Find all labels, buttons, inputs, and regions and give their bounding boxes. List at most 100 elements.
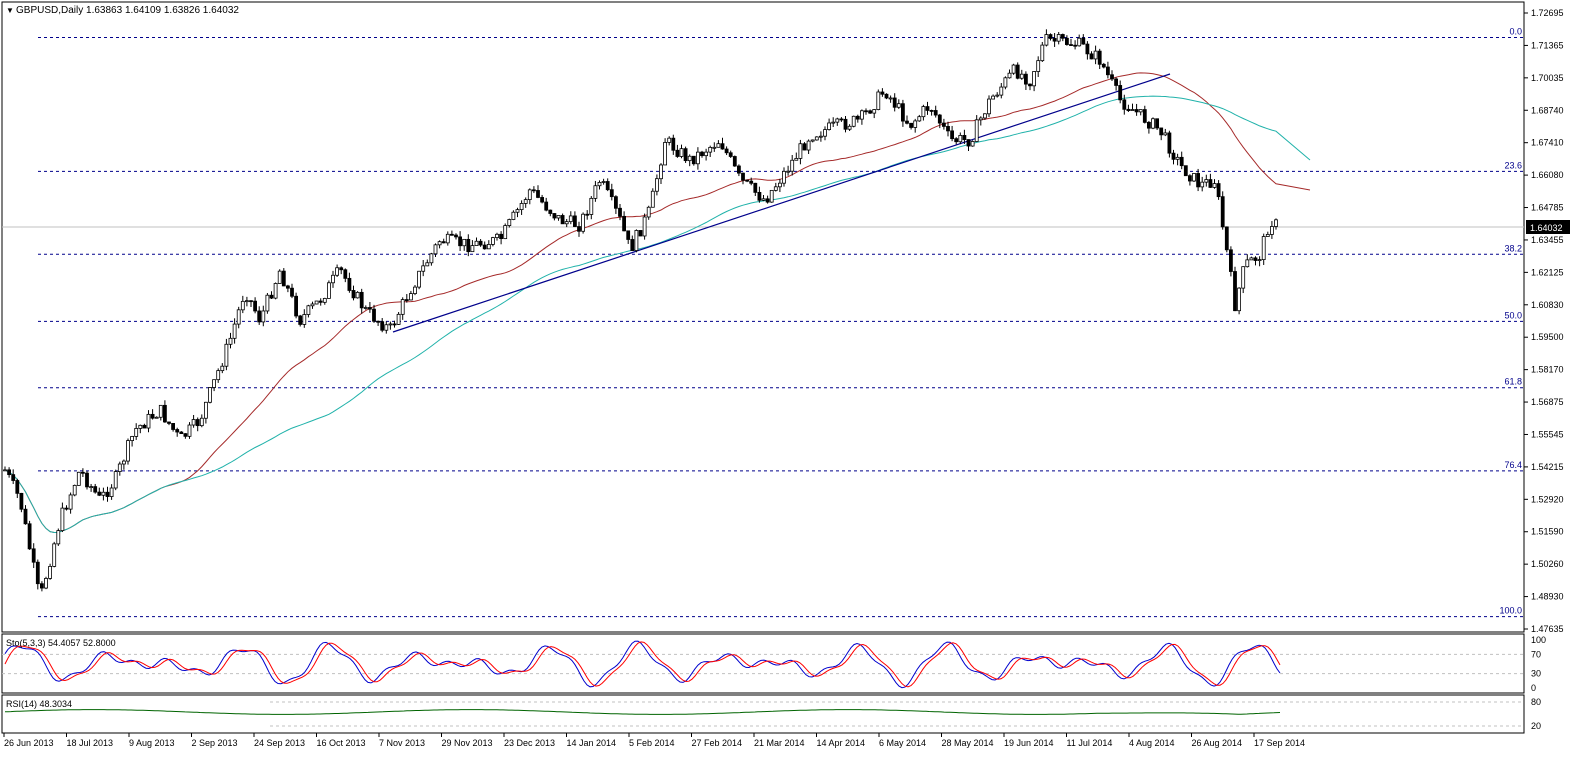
candle-body — [855, 115, 860, 120]
candle-body — [962, 135, 967, 140]
candle-body — [1196, 173, 1200, 188]
trendline[interactable] — [392, 73, 1171, 333]
candle-body — [901, 103, 905, 122]
candle-body — [60, 507, 65, 532]
candle-body — [445, 233, 450, 244]
candle-body — [564, 221, 569, 225]
candle-body — [249, 300, 253, 303]
candle-body — [1179, 156, 1184, 167]
candle-body — [1011, 64, 1016, 74]
candle-body — [761, 198, 766, 201]
candle-body — [208, 387, 212, 403]
candle-body — [872, 109, 877, 114]
candle-body — [667, 137, 672, 143]
price-tick-label: 1.48930 — [1531, 592, 1564, 602]
candle-body — [974, 119, 979, 142]
candle-body — [1040, 44, 1045, 62]
candle-body — [40, 583, 44, 589]
candle-body — [745, 179, 749, 182]
candle-body — [1060, 34, 1065, 39]
candle-body — [540, 197, 544, 203]
price-tick-label: 1.64785 — [1531, 203, 1564, 213]
candle-body — [384, 324, 389, 331]
candle-body — [999, 86, 1004, 96]
candle-body — [896, 103, 901, 108]
candle-body — [646, 206, 651, 218]
candle-body — [408, 293, 413, 301]
candle-body — [335, 267, 340, 276]
candle-body — [810, 139, 815, 142]
candle-body — [1208, 179, 1213, 188]
candle-body — [536, 190, 540, 198]
candle-body — [331, 274, 335, 284]
candle-body — [691, 155, 696, 165]
ma-fast-line — [4, 72, 1311, 534]
candle-body — [1048, 34, 1053, 39]
candle-body — [622, 215, 626, 232]
candle-body — [244, 300, 249, 303]
candle-body — [880, 91, 885, 95]
time-tick-label: 21 Mar 2014 — [754, 738, 805, 748]
candle-body — [1065, 37, 1069, 45]
candle-body — [380, 321, 385, 331]
candle-body — [232, 323, 237, 339]
candle-body — [786, 170, 790, 173]
candle-body — [1085, 43, 1090, 55]
dropdown-arrow-icon[interactable]: ▼ — [6, 6, 14, 15]
time-tick-label: 7 Nov 2013 — [379, 738, 425, 748]
candle-body — [806, 140, 811, 151]
candle-body — [798, 143, 803, 159]
candle-body — [814, 136, 819, 141]
candle-body — [138, 424, 143, 429]
candle-body — [843, 118, 848, 130]
candle-body — [585, 213, 590, 216]
candle-body — [216, 370, 221, 381]
candle-body — [228, 337, 233, 345]
candle-body — [527, 189, 532, 200]
candle-body — [929, 110, 934, 112]
candle-body — [372, 308, 376, 322]
time-tick-label: 6 May 2014 — [879, 738, 926, 748]
stochastic-panel[interactable] — [1, 633, 1525, 694]
candle-body — [130, 436, 135, 441]
candle-body — [523, 199, 528, 204]
candle-body — [700, 151, 704, 157]
candle-body — [277, 270, 282, 284]
time-tick-label: 27 Feb 2014 — [692, 738, 743, 748]
price-panel[interactable] — [1, 1, 1525, 633]
candle-body — [794, 158, 799, 161]
price-tick-label: 1.55545 — [1531, 429, 1564, 439]
candle-body — [343, 269, 348, 279]
candle-body — [503, 225, 508, 240]
candle-body — [290, 287, 294, 297]
candle-body — [154, 416, 159, 419]
candle-body — [203, 401, 208, 419]
ma-slow-line — [4, 95, 1311, 534]
candle-body — [532, 189, 536, 192]
time-tick-label: 2 Sep 2013 — [192, 738, 238, 748]
candle-body — [7, 469, 11, 476]
candle-body — [991, 95, 995, 100]
candle-body — [265, 294, 270, 312]
candle-body — [298, 315, 303, 325]
price-tick-label: 1.68740 — [1531, 105, 1564, 115]
candle-body — [663, 142, 667, 166]
symbol-info: GBPUSD,Daily 1.63863 1.64109 1.63826 1.6… — [16, 5, 239, 16]
candle-body — [1257, 259, 1262, 262]
time-axis: 26 Jun 2013 18 Jul 2013 9 Aug 2013 2 Sep 20… — [3, 733, 1305, 748]
candle-body — [388, 323, 393, 326]
candle-body — [11, 474, 16, 481]
price-tick-label: 1.51590 — [1531, 527, 1564, 537]
candle-body — [597, 181, 602, 187]
candle-body — [892, 97, 897, 108]
candle-body — [708, 146, 713, 153]
candle-body — [888, 97, 893, 100]
candle-body — [183, 433, 188, 437]
fib-label: 0.0 — [1509, 26, 1522, 36]
candle-body — [490, 237, 495, 245]
candle-body — [679, 148, 684, 157]
candle-body — [831, 121, 836, 124]
candle-body — [359, 291, 364, 309]
candle-body — [601, 181, 606, 183]
candle-body — [958, 135, 963, 143]
